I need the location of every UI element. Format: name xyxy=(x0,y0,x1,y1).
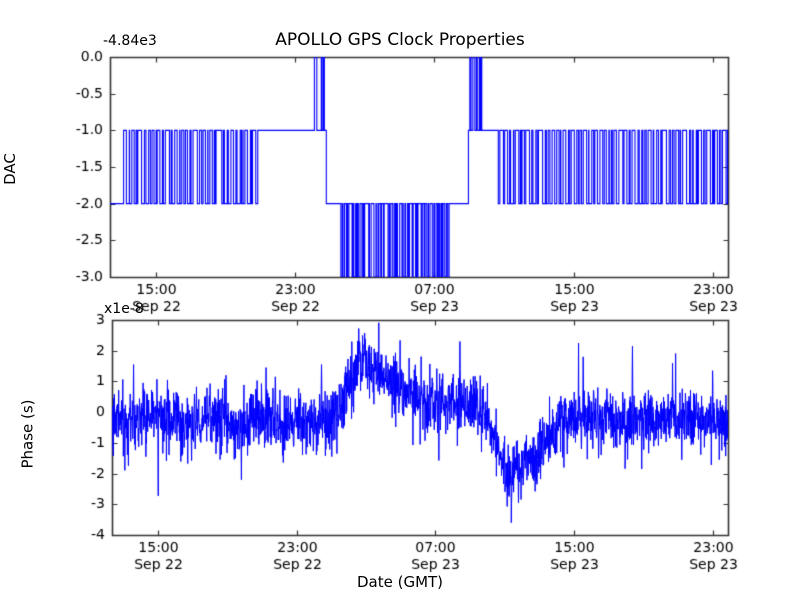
plot-canvas xyxy=(0,0,800,600)
matplotlib-figure: APOLLO GPS Clock Properties -4.84e3 DAC … xyxy=(0,0,800,600)
